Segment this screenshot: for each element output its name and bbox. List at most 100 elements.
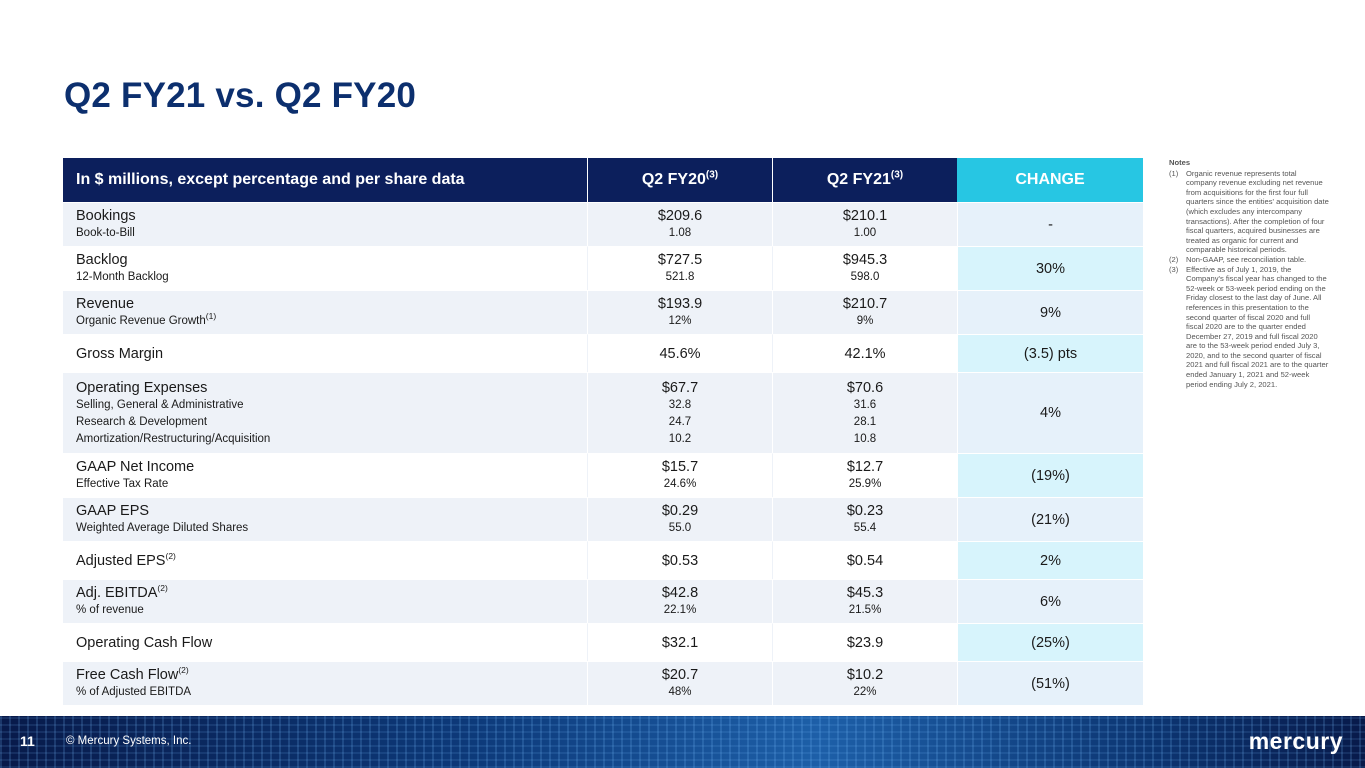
header-label-cell: In $ millions, except percentage and per… [63,158,587,202]
q2-fy21-value-cell: $210.1 1.00 [772,202,957,246]
row-label-text: Operating Cash Flow [76,634,213,651]
change-cell: 30% [957,246,1143,290]
table-body: Bookings Book-to-Bill $209.6 1.08 $210.1 1.00… [63,202,1143,705]
notes-list: (1) Organic revenue represents total comp… [1169,169,1329,390]
row-label-text: Bookings [76,208,136,224]
change-cell: (21%) [957,497,1143,541]
q2-fy21-value-sub: 28.1 [853,415,877,428]
q2-fy20-value-cell: $0.53 [587,541,772,579]
header-q2-fy20-sup: (3) [705,169,719,181]
q2-fy21-value-sub: 598.0 [850,271,880,283]
row-label-cell: GAAP Net Income Effective Tax Rate [63,453,587,497]
change-value: 6% [1040,593,1061,610]
q2-fy20-value-cell: $209.6 1.08 [587,202,772,246]
row-label-cell: GAAP EPS Weighted Average Diluted Shares [63,497,587,541]
row-label-text: Gross Margin [76,345,164,362]
row-label: Backlog [76,251,587,269]
change-value: - [1048,216,1053,233]
row-label-cell: Revenue Organic Revenue Growth(1) [63,290,587,334]
q2-fy20-value-cell: $0.29 55.0 [587,497,772,541]
row-label-footnote: (2) [157,583,168,594]
row-sub-label-text: Research & Development [76,415,208,428]
row-label: Operating Cash Flow [76,634,587,652]
q2-fy21-value: $12.7 [846,459,884,475]
q2-fy21-value-cell: $210.7 9% [772,290,957,334]
row-label: Bookings [76,207,587,225]
note-item: (3) Effective as of July 1, 2019, the Com… [1169,265,1329,390]
page-number: 11 [20,733,35,749]
row-label: GAAP EPS [76,502,587,520]
mercury-logo: mercury [1248,728,1343,754]
q2-fy20-value-sub: 10.2 [668,432,692,445]
q2-fy21-value-cell: $0.54 [772,541,957,579]
q2-fy21-value-cell: $23.9 [772,623,957,661]
notes-title: Notes [1169,158,1191,167]
q2-fy20-value-sub: 22.1% [663,604,697,616]
note-text: Effective as of July 1, 2019, the Compan… [1186,264,1329,389]
q2-fy21-value-cell: $10.2 22% [772,661,957,705]
q2-fy21-value-cell: $0.23 55.4 [772,497,957,541]
change-cell: 4% [957,372,1143,453]
row-label: Operating Expenses [76,379,587,397]
row-sub-label: Organic Revenue Growth(1) [76,311,587,330]
row-label-footnote: (2) [165,550,176,561]
row-label-footnote: (2) [178,665,189,676]
q2-fy20-value: $209.6 [657,208,703,224]
q2-fy21-value-sub: 55.4 [853,522,877,534]
footer-bar: 11 © Mercury Systems, Inc. mercury [0,716,1365,768]
change-value: 2% [1040,552,1061,569]
table-row: GAAP Net Income Effective Tax Rate $15.7 24… [63,453,1143,497]
row-sub-label-text: Amortization/Restructuring/Acquisition [76,432,271,445]
table-row: Revenue Organic Revenue Growth(1) $193.9 12… [63,290,1143,334]
q2-fy21-value-sub: 9% [856,315,874,327]
q2-fy20-value: $32.1 [661,634,699,651]
q2-fy21-value: $945.3 [842,252,888,268]
row-label-text: Revenue [76,296,135,312]
change-value: 4% [1040,405,1061,421]
change-value: 9% [1040,304,1061,321]
q2-fy21-value-sub: 10.8 [853,432,877,445]
q2-fy20-value-cell: $42.8 22.1% [587,579,772,623]
change-value: (19%) [1031,467,1070,484]
q2-fy20-value: $193.9 [657,296,703,312]
row-sub-label: Research & Development [76,414,587,431]
row-sub-label-text: Organic Revenue Growth [76,315,206,327]
table-row: Gross Margin 45.6% 42.1% (3.5) pts [63,334,1143,372]
q2-fy20-value-cell: $67.7 32.8 24.7 10.2 [587,372,772,453]
row-label: Adj. EBITDA(2) [76,584,587,602]
row-sub-label: % of revenue [76,602,587,619]
q2-fy20-value: $0.53 [661,552,699,569]
row-sub-label-text: Selling, General & Administrative [76,398,244,411]
change-value: 30% [1035,260,1066,277]
q2-fy20-value-cell: 45.6% [587,334,772,372]
q2-fy20-value-sub: 32.8 [668,398,692,411]
header-q2-fy21-text: Q2 FY21 [826,171,891,188]
table-header-row: In $ millions, except percentage and per… [63,158,1143,202]
q2-fy21-value: $210.7 [842,296,888,312]
row-label-cell: Adj. EBITDA(2) % of revenue [63,579,587,623]
q2-fy20-value: $15.7 [661,459,699,475]
q2-fy20-value-sub: 24.7 [668,415,692,428]
header-q2-fy20-text: Q2 FY20 [641,171,706,188]
change-cell: (19%) [957,453,1143,497]
page-title: Q2 FY21 vs. Q2 FY20 [64,76,417,115]
row-sub-label: Weighted Average Diluted Shares [76,520,587,537]
row-sub-label-footnote: (1) [205,311,217,322]
row-label: GAAP Net Income [76,458,587,476]
row-sub-label: 12-Month Backlog [76,269,587,286]
q2-fy20-value-cell: $32.1 [587,623,772,661]
header-label: In $ millions, except percentage and per… [76,171,465,188]
change-cell: (3.5) pts [957,334,1143,372]
change-cell: - [957,202,1143,246]
q2-fy21-value-cell: $45.3 21.5% [772,579,957,623]
row-sub-label-text: Effective Tax Rate [76,478,169,490]
note-item: (2) Non-GAAP, see reconciliation table. [1169,255,1329,265]
q2-fy20-value-sub: 48% [668,686,692,698]
q2-fy20-value: $67.7 [661,379,699,396]
row-label-text: Free Cash Flow [76,667,179,683]
table-row: GAAP EPS Weighted Average Diluted Shares $… [63,497,1143,541]
q2-fy20-value: $0.29 [661,503,699,519]
change-value: (25%) [1031,634,1070,651]
note-number: (2) [1169,254,1179,264]
comparison-table: In $ millions, except percentage and per… [63,158,1143,705]
